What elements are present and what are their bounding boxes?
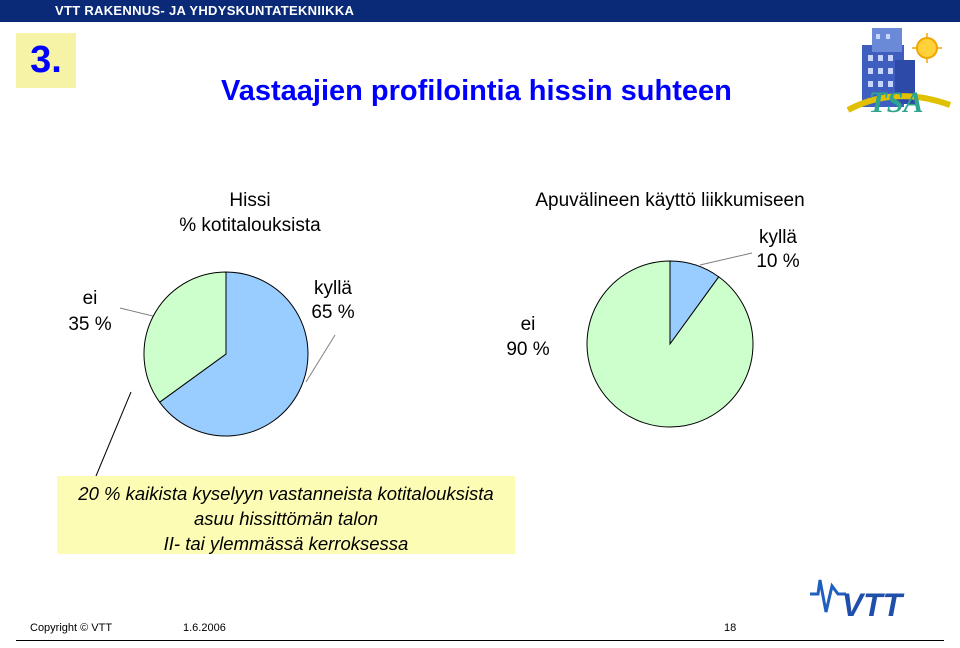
pie1-slice-ei-1 bbox=[143, 271, 227, 403]
pie1-slice-kyll-0 bbox=[158, 271, 309, 437]
tsa-logo: TSA bbox=[846, 28, 952, 119]
tsa-logo-text: TSA bbox=[868, 86, 923, 119]
note-box bbox=[57, 476, 515, 554]
pie2-value-ei: 90 % bbox=[506, 339, 550, 360]
slide-title: Vastaajien profilointia hissin suhteen bbox=[221, 75, 732, 107]
pie2-slice-ei-1 bbox=[586, 260, 754, 428]
pie2-label-kylla: kyllä bbox=[758, 227, 797, 248]
pie2-value-kylla: 10 % bbox=[756, 251, 800, 272]
pie1-label-ei: ei bbox=[82, 288, 98, 309]
vtt-logo: VTT bbox=[810, 579, 905, 623]
footer-page-number: 18 bbox=[724, 622, 737, 634]
pie1-value-kylla: 65 % bbox=[311, 302, 355, 323]
leader-line-kylla-10 bbox=[699, 252, 753, 266]
slide-number: 3. bbox=[30, 39, 62, 81]
header-bar bbox=[0, 0, 960, 22]
pie-chart-apuvaline bbox=[586, 260, 754, 428]
note-text: 20 % kaikista kyselyyn vastanneista koti… bbox=[57, 481, 515, 556]
pie1-title-line2: % kotitalouksista bbox=[179, 215, 321, 236]
pie2-title: Apuvälineen käyttö liikkumiseen bbox=[535, 190, 805, 211]
footer-copyright: Copyright © VTT bbox=[30, 622, 113, 634]
footer-divider bbox=[16, 640, 944, 641]
pie1-title-line1: Hissi bbox=[229, 190, 271, 211]
note-line-2: asuu hissittömän talon bbox=[193, 508, 379, 529]
pie-chart-hissi bbox=[143, 271, 309, 437]
pie1-label-kylla: kyllä bbox=[313, 278, 352, 299]
pie1-value-ei: 35 % bbox=[68, 314, 112, 335]
footer-date: 1.6.2006 bbox=[183, 622, 226, 634]
leader-line-ei-35 bbox=[119, 307, 158, 318]
leader-line-kylla-65 bbox=[305, 334, 336, 383]
header-org-name: VTT RAKENNUS- JA YHDYSKUNTATEKNIIKKA bbox=[55, 3, 355, 18]
vtt-logo-text: VTT bbox=[842, 587, 905, 623]
note-line-3: II- tai ylemmässä kerroksessa bbox=[163, 533, 409, 554]
pie2-label-ei: ei bbox=[520, 314, 536, 335]
callout-line bbox=[95, 391, 132, 477]
note-line-1: 20 % kaikista kyselyyn vastanneista koti… bbox=[78, 483, 494, 504]
slide-number-box bbox=[16, 33, 76, 88]
